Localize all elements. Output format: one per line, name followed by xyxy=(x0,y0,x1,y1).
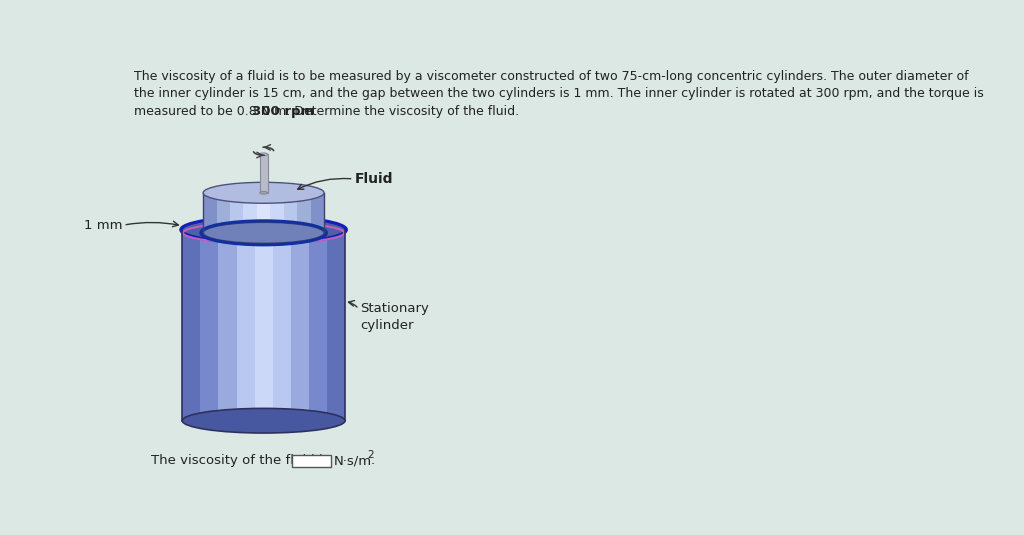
Bar xyxy=(255,230,272,421)
Ellipse shape xyxy=(260,192,267,194)
Bar xyxy=(182,230,201,421)
Bar xyxy=(237,230,255,421)
Ellipse shape xyxy=(203,182,324,203)
Bar xyxy=(217,193,230,233)
Bar xyxy=(244,193,257,233)
Bar xyxy=(218,230,237,421)
Text: 300 rpm: 300 rpm xyxy=(252,105,314,118)
Text: The viscosity of a fluid is to be measured by a viscometer constructed of two 75: The viscosity of a fluid is to be measur… xyxy=(134,70,984,118)
Bar xyxy=(284,193,297,233)
Ellipse shape xyxy=(182,408,345,433)
Bar xyxy=(310,193,324,233)
Bar xyxy=(291,230,309,421)
Bar xyxy=(230,193,244,233)
Ellipse shape xyxy=(260,153,267,156)
Bar xyxy=(309,230,327,421)
Text: 2: 2 xyxy=(368,450,374,460)
Bar xyxy=(297,193,310,233)
Ellipse shape xyxy=(182,217,345,242)
Text: The viscosity of the fluid is: The viscosity of the fluid is xyxy=(152,454,334,467)
Bar xyxy=(327,230,345,421)
Text: 1 mm: 1 mm xyxy=(84,219,123,232)
FancyBboxPatch shape xyxy=(292,455,331,467)
Text: N·s/m: N·s/m xyxy=(334,454,373,467)
Bar xyxy=(203,193,217,233)
Bar xyxy=(270,193,284,233)
Bar xyxy=(272,230,291,421)
Text: .: . xyxy=(371,454,375,467)
Bar xyxy=(201,230,218,421)
Bar xyxy=(260,154,267,193)
Ellipse shape xyxy=(203,223,324,243)
Text: Stationary
cylinder: Stationary cylinder xyxy=(360,302,429,332)
Bar xyxy=(257,193,270,233)
Text: Fluid: Fluid xyxy=(355,172,393,186)
